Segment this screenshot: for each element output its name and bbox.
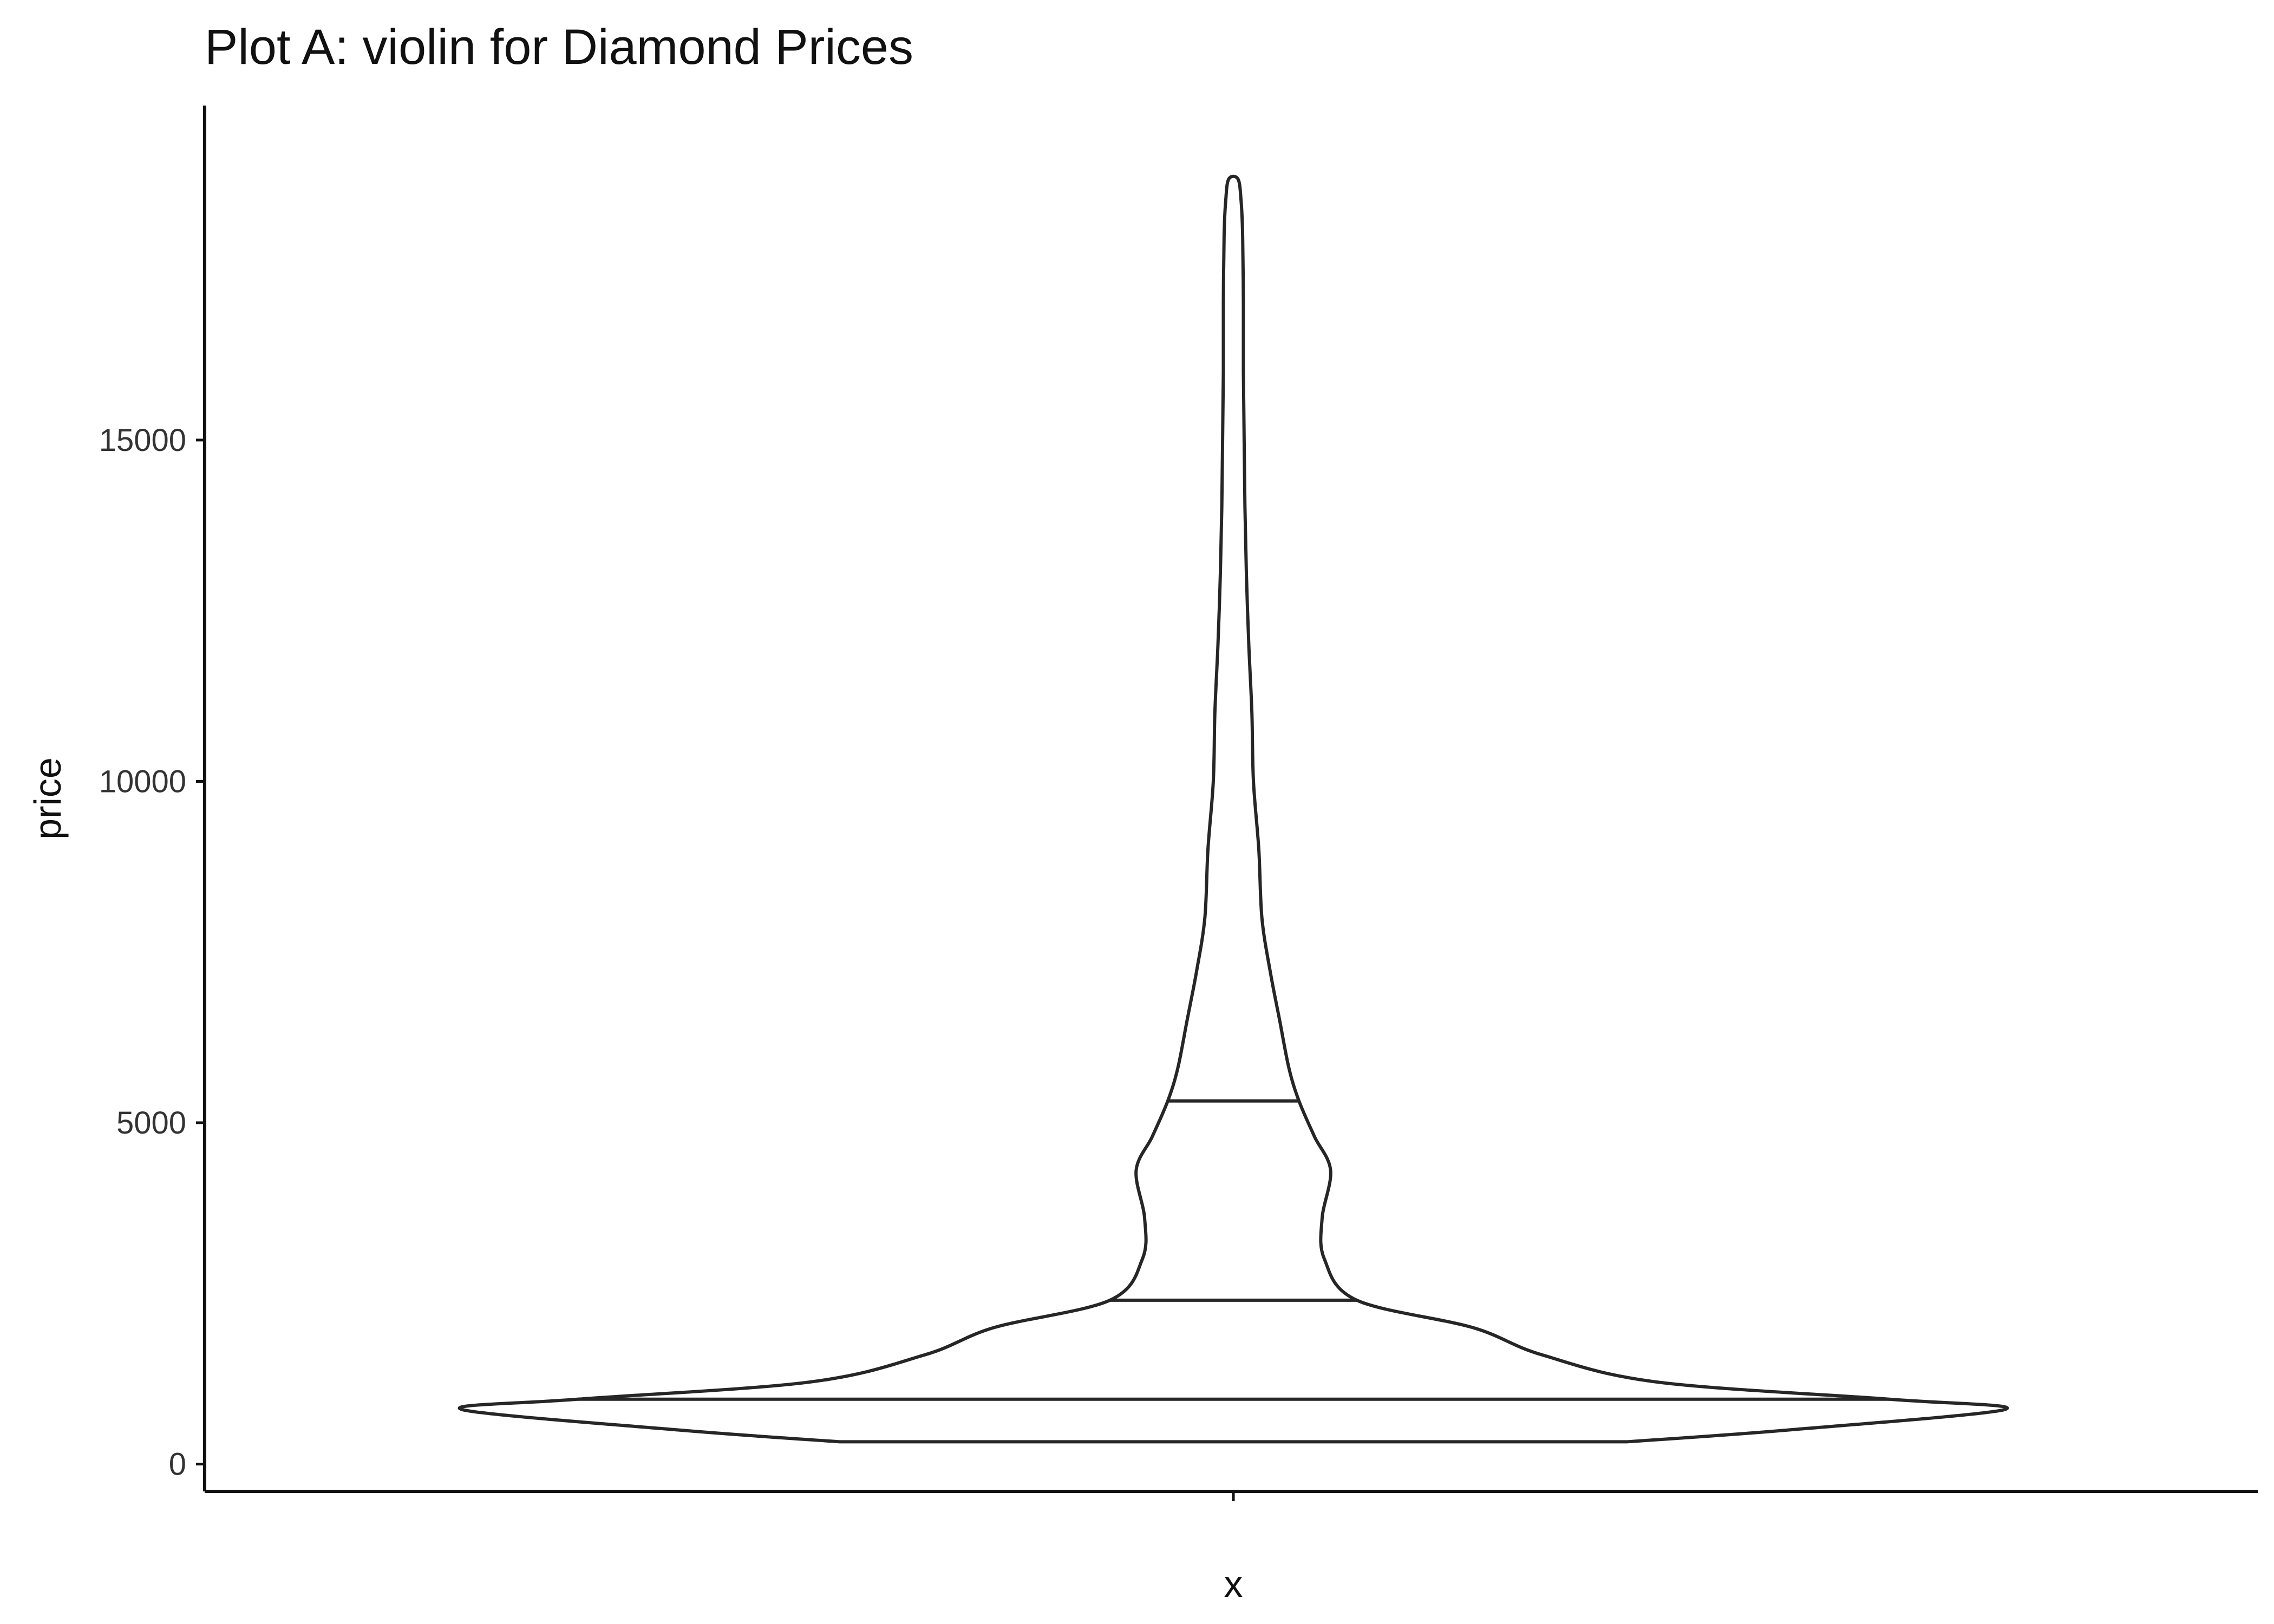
y-tick-label-10000: 10000: [99, 764, 186, 800]
chart-title: Plot A: violin for Diamond Prices: [205, 19, 913, 75]
y-axis-label: price: [27, 757, 69, 840]
y-tick-label-0: 0: [169, 1447, 186, 1482]
x-axis-label: x: [1224, 1563, 1243, 1605]
y-tick-label-15000: 15000: [99, 423, 186, 458]
violin-shape: [458, 174, 2009, 1444]
y-axis-ticks: 0 5000 10000 15000: [99, 423, 205, 1482]
plot-area: [458, 174, 2009, 1444]
y-tick-label-5000: 5000: [116, 1105, 186, 1141]
